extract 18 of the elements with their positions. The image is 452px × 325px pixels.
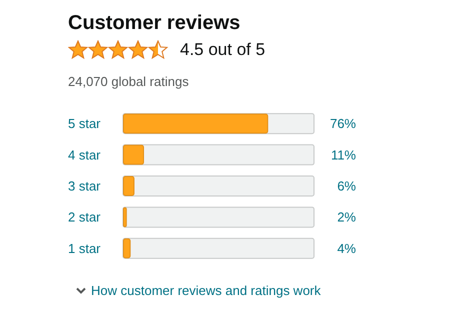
y-tick-label: 2 star (68, 210, 102, 225)
y-tick-label: 4 star (68, 147, 102, 162)
text: 4.5 out of 5 (180, 40, 266, 60)
data-label: 76% (330, 116, 356, 132)
data-label: 2% (337, 210, 356, 225)
bar (123, 144, 144, 165)
data-label: 4% (337, 240, 356, 256)
bar (123, 207, 127, 228)
chart-title: Customer reviews (68, 12, 240, 35)
text: How customer reviews and ratings work (91, 283, 321, 298)
data-label: 6% (337, 178, 356, 194)
text: 24,070 global ratings (68, 74, 189, 89)
y-tick-label: 3 star (68, 178, 102, 194)
y-tick-label: 5 star (68, 116, 102, 132)
y-tick-label: 1 star (68, 240, 102, 256)
data-label: 11% (330, 147, 356, 162)
bar (123, 238, 131, 258)
bar (123, 176, 134, 196)
